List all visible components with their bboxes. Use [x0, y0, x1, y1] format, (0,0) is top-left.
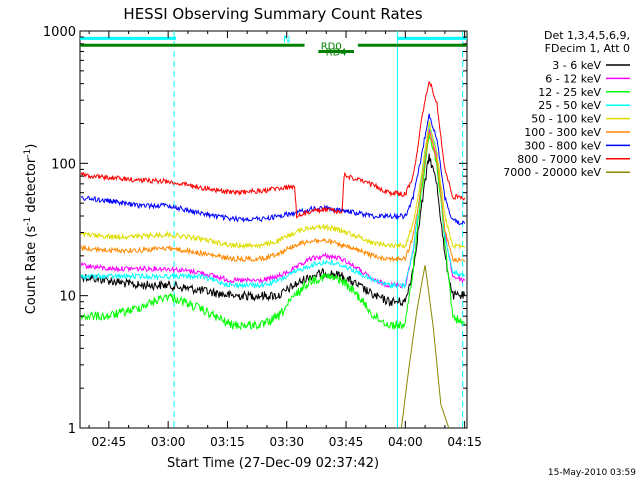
legend-label-8: 800 - 7000 keV: [517, 153, 601, 166]
legend-header-line-2: FDecim 1, Att 0: [545, 42, 630, 55]
data-series: [80, 80, 466, 429]
legend-label-3: 12 - 25 keV: [538, 86, 601, 99]
series-line-5: [80, 120, 466, 250]
x-tick-label-7: 04:15: [447, 435, 482, 449]
plot-frame: [79, 30, 468, 429]
y-axis-label-mid: detector: [24, 157, 39, 217]
legend: Det 1,3,4,5,6,9, FDecim 1, Att 0 3 - 6 k…: [503, 29, 630, 179]
y-axis-label-main: Count Rate (s: [24, 226, 39, 315]
y-tick-label-2: 10: [59, 290, 76, 305]
legend-header-line-1: Det 1,3,4,5,6,9,: [544, 29, 630, 42]
chart-title: HESSI Observing Summary Count Rates: [123, 5, 422, 23]
generation-timestamp: 15-May-2010 03:59: [548, 468, 636, 478]
legend-label-1: 3 - 6 keV: [552, 59, 601, 72]
interval-lines: [173, 31, 464, 428]
legend-label-2: 6 - 12 keV: [545, 72, 601, 85]
legend-label-6: 100 - 300 keV: [524, 126, 601, 139]
series-line-4: [80, 122, 466, 290]
x-tick-label-6: 04:00: [388, 435, 423, 449]
series-line-9: [400, 265, 450, 429]
legend-label-5: 50 - 100 keV: [531, 113, 601, 126]
y-axis-label-end: ): [24, 144, 39, 149]
x-axis-label: Start Time (27-Dec-09 02:37:42): [167, 456, 379, 471]
y-axis-label-sup2: -1: [23, 149, 33, 158]
flag-rd4-label: RD4: [326, 47, 347, 58]
x-tick-label-4: 03:30: [269, 435, 304, 449]
series-line-3: [80, 134, 466, 331]
x-tick-label-1: 02:45: [92, 435, 127, 449]
legend-label-4: 25 - 50 keV: [538, 99, 601, 112]
y-tick-label-4: 1000: [43, 25, 76, 40]
y-axis-label-sup1: -1: [23, 217, 33, 226]
y-tick-label-3: 100: [51, 157, 76, 172]
series-line-7: [80, 113, 466, 226]
series-line-2: [80, 128, 466, 288]
y-axis-label: Count Rate (s-1 detector-1): [23, 144, 39, 315]
legend-label-9: 7000 - 20000 keV: [503, 166, 601, 179]
flag-n-label: N: [283, 34, 290, 45]
axis-ticks: 02:45 03:00 03:15 03:30 03:45 04:00 04:15 1 10 10…: [43, 25, 482, 449]
x-tick-label-2: 03:00: [151, 435, 186, 449]
series-line-1: [80, 153, 466, 307]
legend-label-7: 300 - 800 keV: [524, 139, 601, 152]
x-tick-label-5: 03:45: [329, 435, 364, 449]
y-tick-label-1: 1: [68, 422, 76, 437]
flag-rd0-label: RD0: [321, 41, 342, 52]
series-line-6: [80, 130, 466, 264]
x-tick-label-3: 03:15: [210, 435, 245, 449]
series-line-8: [80, 80, 466, 219]
